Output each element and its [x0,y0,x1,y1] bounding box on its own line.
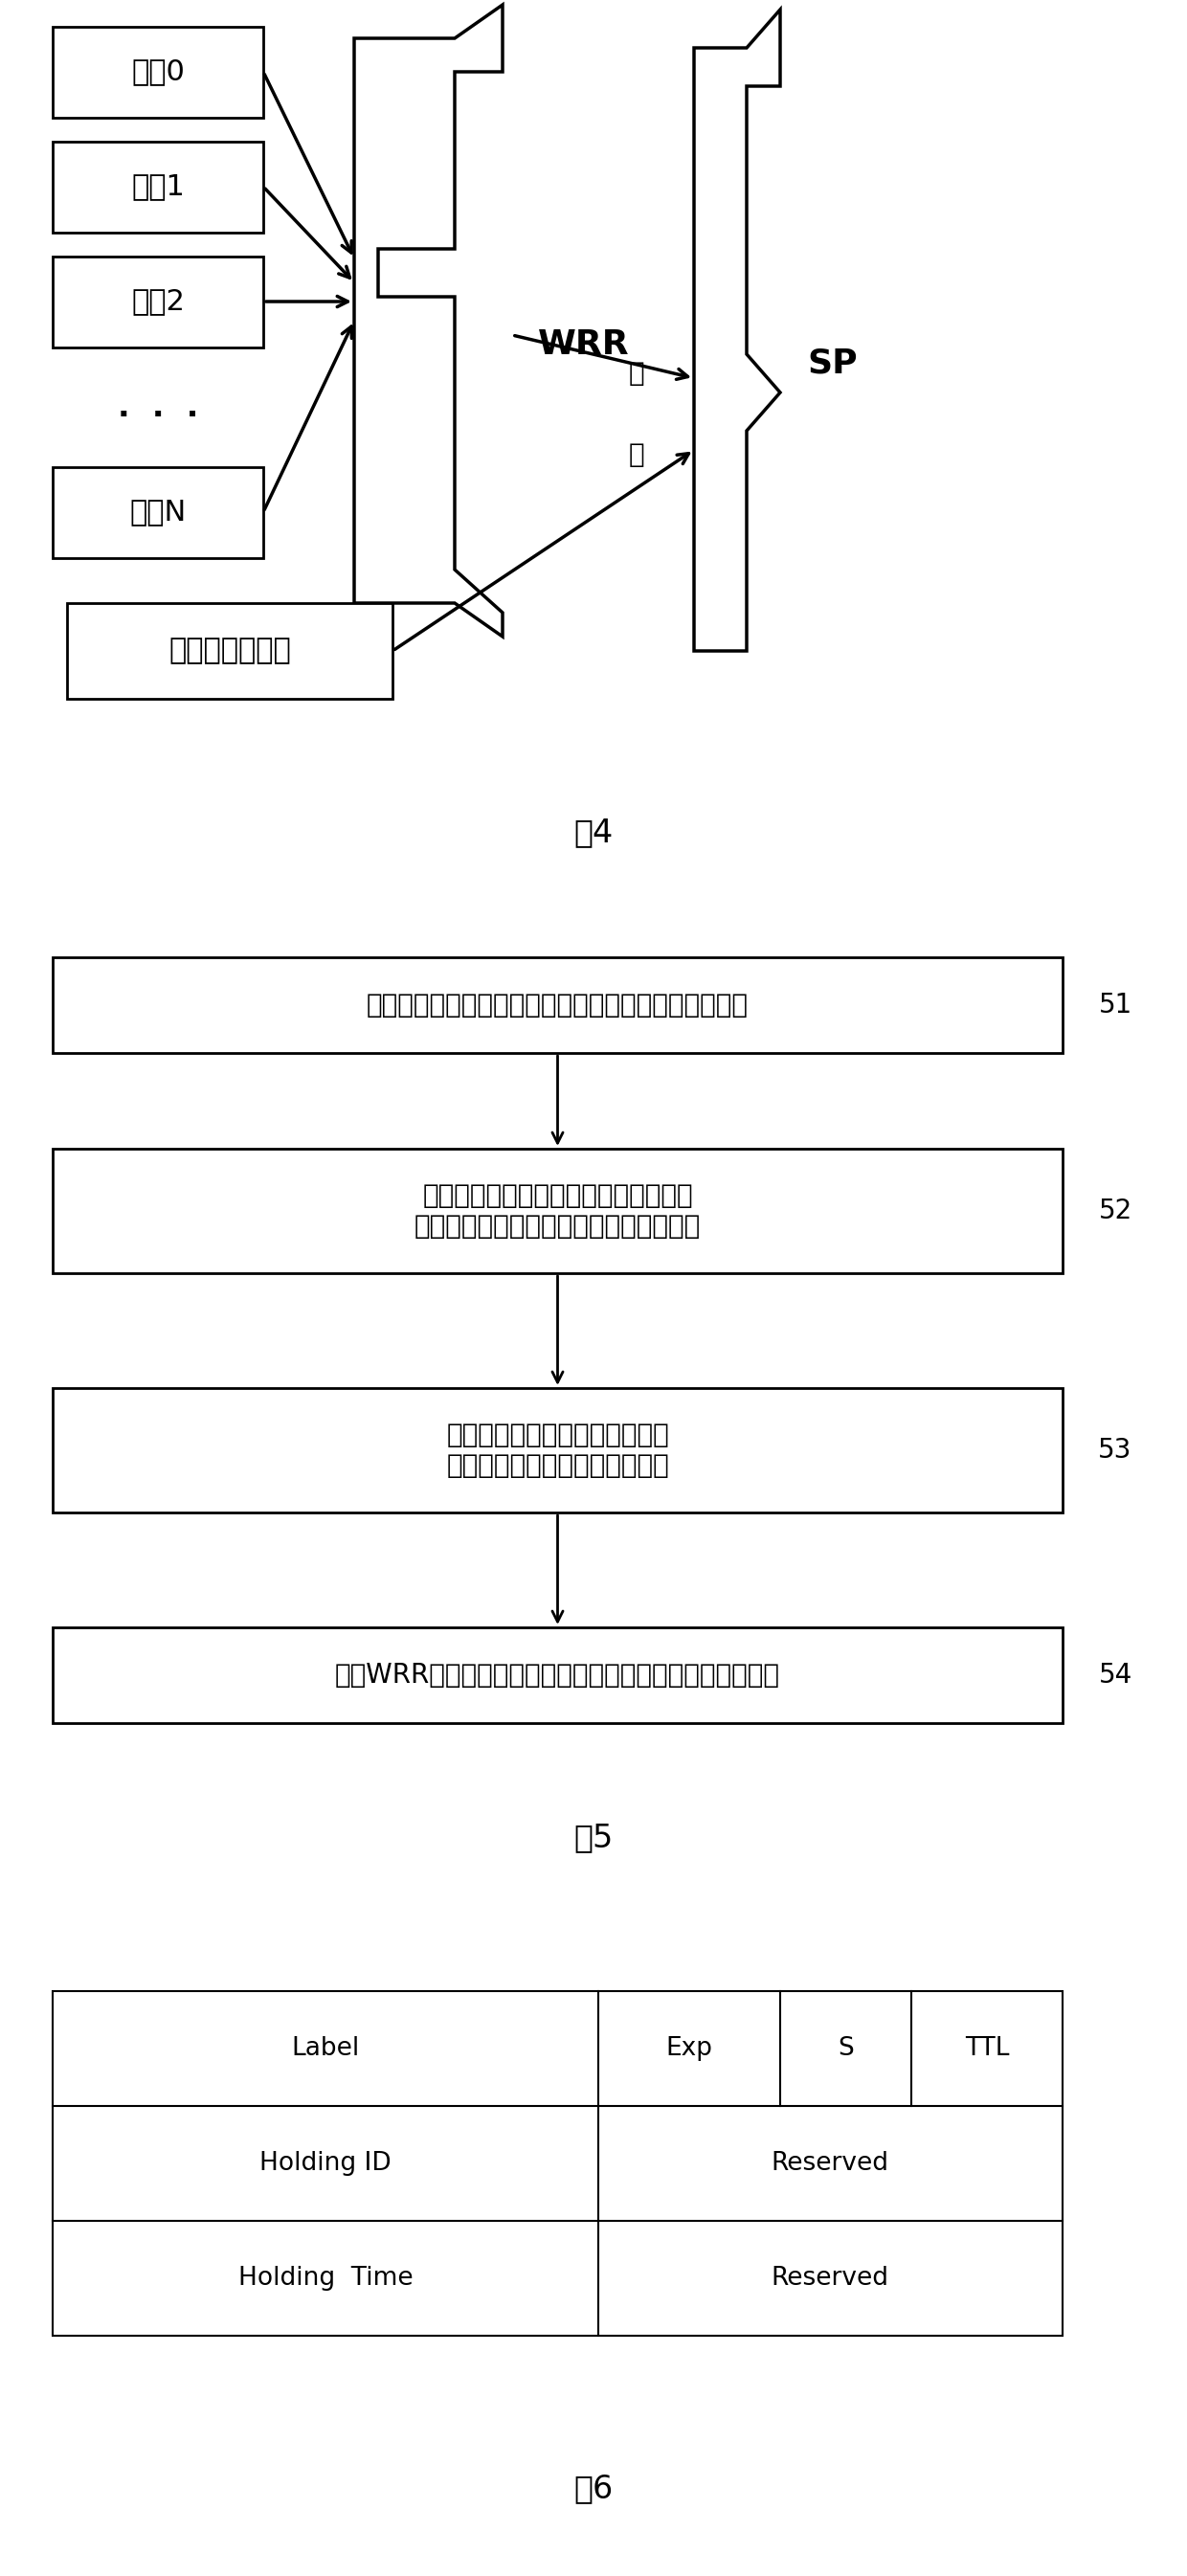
Bar [52,1628,1062,1723]
Text: Holding  Time: Holding Time [237,2267,413,2290]
Text: 51: 51 [1098,992,1132,1018]
Text: 队列N: 队列N [129,497,186,526]
Text: TTL: TTL [965,2035,1009,2061]
Text: 53: 53 [1098,1437,1132,1463]
Bar [52,142,264,232]
Text: 图6: 图6 [573,2473,614,2504]
Bar [66,603,393,698]
Bar [52,1388,1062,1512]
Text: 将向一个环方向发送的尽力传送业务报
文分别根据报文中的标签值进行入队管理: 将向一个环方向发送的尽力传送业务报 文分别根据报文中的标签值进行入队管理 [414,1182,700,1239]
Text: 52: 52 [1098,1198,1132,1224]
Text: Label: Label [291,2035,360,2061]
Text: 根据接收的报文中承载的信息确定出尽力传送业务报文: 根据接收的报文中承载的信息确定出尽力传送业务报文 [367,992,749,1018]
Bar [52,258,264,348]
Text: 低: 低 [629,361,645,386]
Text: 队列2: 队列2 [132,289,185,314]
Text: S: S [837,2035,853,2061]
Text: 图5: 图5 [573,1821,614,1855]
Bar [52,1149,1062,1273]
Bar [52,466,264,559]
Text: WRR: WRR [538,327,629,361]
Text: 队列0: 队列0 [132,57,185,85]
Bar [52,958,1062,1054]
Bar [52,26,264,118]
Text: 非尽力传送业务: 非尽力传送业务 [169,636,291,665]
Bar [52,1991,1062,2336]
Text: 图4: 图4 [573,817,614,848]
Text: Holding ID: Holding ID [260,2151,392,2177]
Text: 经过WRR调度出的报文，再与非尽力传送业务做优先级调度: 经过WRR调度出的报文，再与非尽力传送业务做优先级调度 [335,1662,780,1690]
Text: 采用加权轮询调度算法的方式对
每个队列中的报文进行调度处理: 采用加权轮询调度算法的方式对 每个队列中的报文进行调度处理 [446,1422,669,1479]
Text: Exp: Exp [666,2035,712,2061]
Text: 队列1: 队列1 [132,173,185,201]
Text: Reserved: Reserved [772,2267,889,2290]
Text: SP: SP [807,348,858,381]
Text: ·  ·  ·: · · · [118,402,198,433]
Text: 54: 54 [1098,1662,1132,1690]
Polygon shape [354,5,502,636]
Text: Reserved: Reserved [772,2151,889,2177]
Text: 高: 高 [629,440,645,469]
Polygon shape [694,10,780,652]
